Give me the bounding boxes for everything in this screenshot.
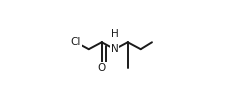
Text: O: O xyxy=(97,63,105,73)
Text: N: N xyxy=(110,44,118,54)
Text: H: H xyxy=(110,29,118,39)
Text: Cl: Cl xyxy=(70,37,81,47)
